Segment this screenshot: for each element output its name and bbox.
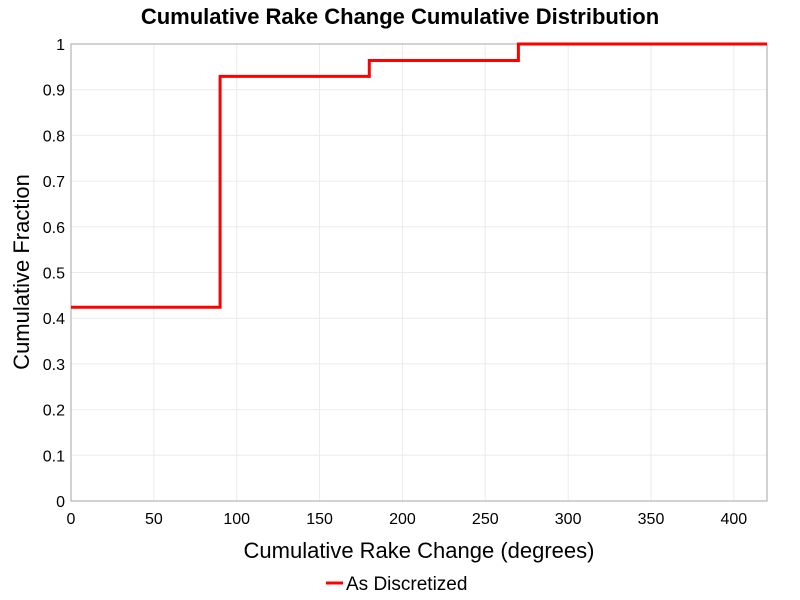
y-tick-label: 0.8 xyxy=(43,128,65,145)
x-tick-label: 100 xyxy=(223,511,250,528)
x-axis-label: Cumulative Rake Change (degrees) xyxy=(244,538,595,563)
y-tick-label: 0.9 xyxy=(43,83,65,100)
y-tick-label: 0.6 xyxy=(43,220,65,237)
series-line xyxy=(71,42,767,309)
y-tick-label: 0.3 xyxy=(43,357,65,374)
chart-title: Cumulative Rake Change Cumulative Distri… xyxy=(141,4,659,29)
y-tick-label: 0 xyxy=(56,494,65,511)
x-axis-ticks: 0 50 100 150 200 250 300 350 400 xyxy=(67,511,748,528)
y-axis-label: Cumulative Fraction xyxy=(9,174,34,370)
x-tick-label: 0 xyxy=(67,511,76,528)
y-tick-label: 0.2 xyxy=(43,403,65,420)
x-tick-label: 150 xyxy=(306,511,333,528)
x-tick-label: 350 xyxy=(638,511,665,528)
series-layer xyxy=(71,42,767,309)
x-tick-label: 200 xyxy=(389,511,416,528)
x-tick-label: 400 xyxy=(721,511,748,528)
y-tick-label: 1 xyxy=(56,37,65,54)
legend: As Discretized xyxy=(326,574,467,595)
y-tick-label: 0.5 xyxy=(43,266,65,283)
y-tick-label: 0.1 xyxy=(43,448,65,465)
y-tick-label: 0.7 xyxy=(43,174,65,191)
y-axis-ticks: 0 0.1 0.2 0.3 0.4 0.5 0.6 0.7 0.8 0.9 1 xyxy=(43,37,65,511)
x-tick-label: 250 xyxy=(472,511,499,528)
grid xyxy=(70,43,767,502)
legend-label: As Discretized xyxy=(346,574,467,595)
x-tick-label: 300 xyxy=(555,511,582,528)
x-tick-label: 50 xyxy=(145,511,163,528)
plot-frame xyxy=(70,43,768,502)
y-tick-label: 0.4 xyxy=(43,311,65,328)
